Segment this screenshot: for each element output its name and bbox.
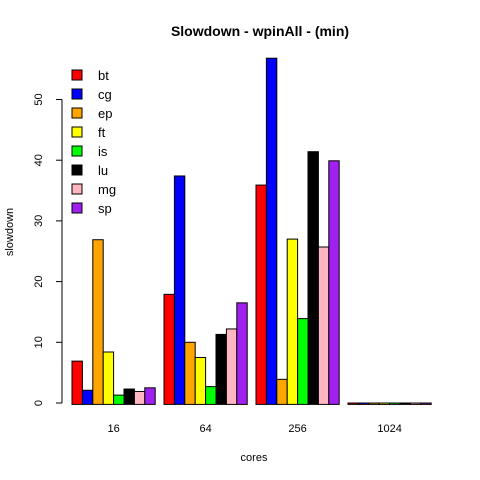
- bar-mg-1024: [409, 402, 422, 405]
- bar-cg-1024: [357, 402, 370, 405]
- bar-ft-256: [286, 238, 299, 405]
- x-tick-label: 256: [288, 423, 306, 435]
- bar-lu-1024: [399, 402, 411, 405]
- y-axis-label: slowdown: [4, 208, 16, 256]
- bar-bt-256: [255, 184, 267, 405]
- chart-title: Slowdown - wpinAll - (min): [171, 23, 349, 39]
- bar-sp-256: [328, 160, 340, 405]
- legend-swatch-bt: [71, 69, 83, 81]
- legend-label-is: is: [98, 144, 108, 159]
- bar-lu-256: [307, 151, 319, 405]
- bar-ft-64: [194, 356, 207, 405]
- legend-label-mg: mg: [98, 182, 116, 197]
- y-tick-label: 50: [33, 93, 45, 105]
- bar-lu-64: [215, 333, 227, 405]
- legend-swatch-sp: [71, 202, 83, 214]
- bar-ft-1024: [378, 402, 391, 405]
- bar-sp-16: [144, 387, 156, 405]
- bar-bt-16: [71, 360, 83, 405]
- bar-mg-256: [317, 246, 330, 405]
- legend-swatch-is: [71, 145, 83, 157]
- bar-bt-64: [163, 293, 175, 405]
- legend-swatch-lu: [71, 164, 83, 176]
- y-tick-label: 40: [33, 154, 45, 166]
- legend-swatch-cg: [71, 88, 83, 100]
- legend-label-sp: sp: [98, 201, 112, 216]
- legend-label-lu: lu: [98, 163, 108, 178]
- legend-label-cg: cg: [98, 87, 112, 102]
- legend-label-ft: ft: [98, 125, 106, 140]
- y-tick-label: 10: [33, 336, 45, 348]
- bar-is-1024: [389, 402, 401, 405]
- bar-cg-256: [265, 57, 278, 405]
- x-tick-label: 1024: [377, 423, 401, 435]
- bar-mg-16: [133, 390, 146, 405]
- legend-swatch-mg: [71, 183, 83, 195]
- bar-cg-16: [81, 389, 94, 405]
- y-axis: 0 10 20 30 40 50: [33, 93, 63, 406]
- bar-lu-16: [123, 388, 135, 405]
- bar-ep-64: [184, 341, 196, 405]
- bar-mg-64: [225, 328, 238, 405]
- y-tick-label: 0: [33, 400, 45, 406]
- bar-cg-64: [173, 175, 186, 405]
- x-axis-label: cores: [241, 452, 268, 464]
- bar-is-256: [297, 318, 309, 405]
- bar-is-64: [205, 386, 217, 405]
- bar-sp-1024: [420, 402, 432, 405]
- legend-label-bt: bt: [98, 68, 109, 83]
- bar-ep-1024: [368, 402, 380, 405]
- legend-label-ep: ep: [98, 106, 112, 121]
- x-tick-labels: 16 64 256 1024: [107, 423, 401, 435]
- bar-is-16: [113, 394, 125, 405]
- bar-ft-16: [102, 351, 115, 405]
- legend-swatch-ep: [71, 107, 83, 119]
- legend: bt cg ep ft is lu mg sp: [71, 68, 116, 216]
- x-tick-label: 64: [199, 423, 211, 435]
- legend-swatch-ft: [71, 126, 83, 138]
- y-tick-label: 20: [33, 275, 45, 287]
- bar-ep-16: [92, 239, 104, 405]
- x-tick-label: 16: [107, 423, 119, 435]
- bar-bt-1024: [347, 402, 359, 405]
- bar-ep-256: [276, 378, 288, 405]
- bar-sp-64: [236, 302, 248, 405]
- bars-group: [71, 57, 432, 405]
- y-tick-label: 30: [33, 215, 45, 227]
